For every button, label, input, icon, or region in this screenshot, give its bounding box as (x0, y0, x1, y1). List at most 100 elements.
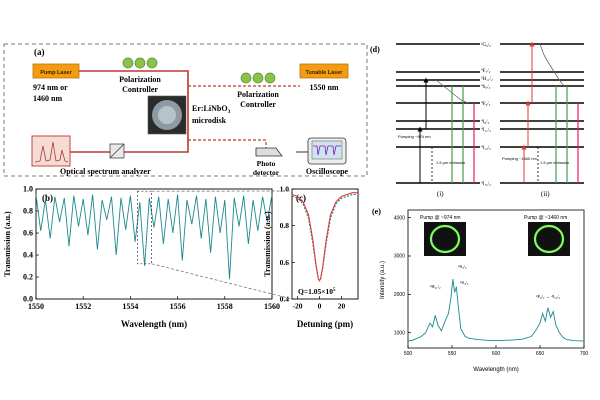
panel-c-label: (c) (296, 193, 306, 203)
panel-c-axes-frame (291, 188, 359, 300)
pc-paddle-icon (134, 57, 146, 69)
pc-paddle-icon (146, 57, 158, 69)
inset-1460-ring (533, 224, 565, 254)
y-tick-label: 0.8 (23, 207, 33, 216)
pump-wavelength-2: 1460 nm (33, 94, 62, 103)
panel-d-label: (d) (370, 45, 380, 54)
microdisk-core-image (158, 106, 176, 124)
panel-e-label: (e) (372, 207, 381, 216)
x-tick-label: 600 (492, 351, 501, 357)
y-tick-label: 0.6 (23, 229, 33, 238)
y-tick-label: 0.6 (280, 258, 290, 267)
y-tick-label: 4000 (394, 215, 405, 221)
series-line-lorentzian-fit (291, 192, 358, 282)
panel-c-chart: (c) Detuning (pm) Transmission (a.u.) Q=… (263, 185, 359, 329)
level-label-i152: ⁴I₁₅/₂ (481, 181, 491, 187)
y-tick-label: 2000 (394, 292, 405, 298)
y-tick-label: 1.0 (280, 185, 290, 194)
pump-wavelength-1: 974 nm or (33, 83, 68, 92)
tunable-wavelength: 1550 nm (309, 83, 338, 92)
panel-b-axes-frame (35, 188, 273, 300)
level-label-s32: ⁴S₃/₂ (481, 84, 491, 90)
y-tick-label: 0.0 (23, 295, 33, 304)
tunable-laser-label: Tunable Laser (306, 70, 344, 76)
tunable-laser-box (299, 63, 349, 79)
x-tick-label: 1552 (75, 302, 91, 311)
y-tick-label: 1000 (394, 330, 405, 336)
y-tick-label: 0.4 (280, 295, 290, 304)
inset-974-label: Pump @ ~974 nm (420, 215, 461, 221)
pc-paddle-icon (240, 72, 252, 84)
level-label-h112: ²H₁₁/₂ (481, 76, 493, 82)
relaxation-curve-ii (539, 43, 565, 87)
x-tick-label: 1550 (28, 302, 44, 311)
relaxation-curve-i (435, 79, 469, 104)
panel-a-label: (a) (34, 47, 45, 57)
panel-c-xlabel: Detuning (pm) (297, 319, 353, 329)
osa-trace-icon (34, 141, 69, 163)
x-tick-label: 650 (536, 351, 545, 357)
panel-b-label: (b) (42, 193, 53, 203)
level-label-f92: ⁴F₉/₂ (481, 101, 491, 107)
panel-e-xlabel: Wavelength (nm) (473, 367, 518, 373)
level-label-i132: ⁴I₁₃/₂ (481, 145, 491, 151)
level-label-g92: ²G₉/₂ (481, 42, 491, 48)
panel-d-energy-diagram: (d) Pumping ~974 nm 1.5 μm emission (i) (370, 41, 584, 198)
pc-right-label-2: Controller (240, 100, 276, 109)
energy-diagram-ii: Pumping ~1460 nm 1.5 μm emission (ii) (500, 41, 584, 198)
photo-detector-icon (255, 147, 283, 157)
x-tick-label: 1556 (170, 302, 186, 311)
energy-note-ii: 1.5 μm emission (540, 160, 569, 165)
photo-detector-label-2: detector (253, 168, 280, 177)
series-line-measured (291, 193, 358, 282)
series-line-emission (407, 278, 585, 342)
x-tick-label: 700 (580, 351, 589, 357)
pump-note-ii: Pumping ~1460 nm (502, 156, 537, 161)
pc-right-label-1: Polarization (237, 90, 279, 99)
x-tick-label: 500 (404, 351, 413, 357)
x-tick-label: 1554 (122, 302, 138, 311)
series-line-transmission (35, 194, 273, 280)
x-tick-label: 550 (448, 351, 457, 357)
oscilloscope-trace-icon (313, 145, 341, 156)
peak-label-f92: ⁴F₉/₂ → ⁴I₁₅/₂ (536, 294, 561, 299)
pc-paddle-icon (252, 72, 264, 84)
level-label-i92: ⁴I₉/₂ (481, 119, 490, 125)
peak-label-s32-b: ⁴S₃/₂ (460, 280, 469, 285)
microdisk-label-2: microdisk (192, 116, 227, 125)
pc-paddle-icon (122, 57, 134, 69)
setup-frame (3, 43, 368, 177)
panel-a-setup: (a) Pump Laser 974 nm or 1460 nm Polariz… (3, 43, 368, 177)
y-tick-label: 0.4 (23, 251, 33, 260)
zoom-connectors (151, 190, 293, 300)
panel-b-ylabel: Transmission (a.u.) (3, 211, 12, 277)
pc-left-label-2: Controller (122, 85, 158, 94)
pc-paddle-icon (264, 72, 276, 84)
level-label-i112: ⁴I₁₁/₂ (481, 127, 491, 133)
attenuator-diagonal (109, 143, 125, 159)
zoom-box (137, 190, 152, 265)
peak-label-h112: ²H₁₁/₂ (430, 284, 441, 289)
panel-e-chart: (e) Wavelength (nm) Intensity (a.u.) Pum… (372, 207, 588, 373)
x-tick-label: 1560 (264, 302, 280, 311)
y-tick-label: 0.8 (280, 221, 290, 230)
diagram-ii-caption: (ii) (541, 190, 550, 198)
level-label-f72: ⁴F₇/₂ (481, 68, 491, 74)
panel-c-ylabel: Transmission (a.u.) (263, 211, 272, 277)
y-tick-label: 1.0 (23, 185, 33, 194)
panel-b-xlabel: Wavelength (nm) (121, 319, 187, 329)
pump-laser-label: Pump Laser (40, 70, 72, 76)
peak-label-s32-a: ⁴S₃/₂ (458, 264, 467, 269)
inset-974-ring (429, 224, 461, 254)
x-tick-label: -20 (293, 302, 303, 311)
photo-detector-label-1: Photo (257, 159, 276, 168)
pc-left-label-1: Polarization (119, 75, 161, 84)
panel-e-ylabel: Intensity (a.u.) (380, 261, 386, 299)
energy-note-i: 1.5 μm emission (436, 160, 465, 165)
polarization-controller-right: Polarization Controller (237, 72, 279, 109)
polarization-controller-left: Polarization Controller (119, 57, 161, 94)
inset-1460-label: Pump @ ~1460 nm (524, 215, 567, 221)
panel-c-q-annotation: Q=1.05×105 (298, 287, 336, 296)
osa-label: Optical spectrum analyzer (60, 167, 151, 176)
